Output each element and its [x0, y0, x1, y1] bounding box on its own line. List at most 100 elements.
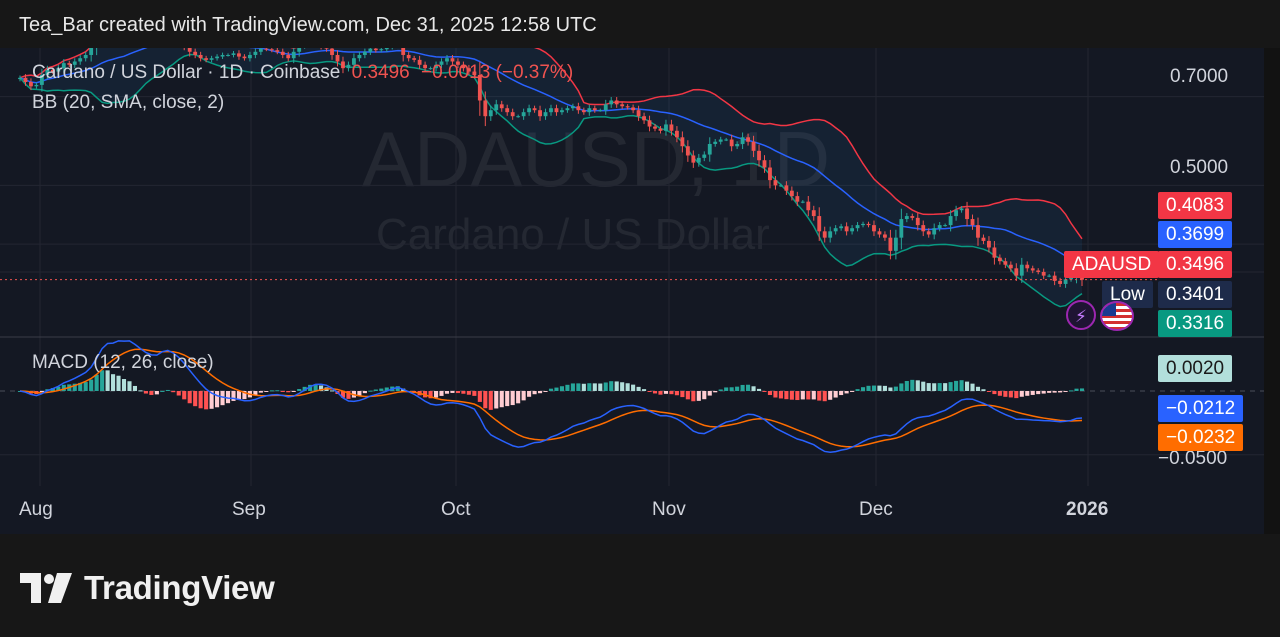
candle-body — [674, 130, 679, 138]
macd-histogram-bar — [844, 390, 849, 394]
candle-body — [220, 54, 225, 57]
macd-histogram-bar — [800, 390, 805, 400]
candle-body — [954, 210, 959, 217]
macd-histogram-bar — [149, 390, 154, 395]
macd-histogram-bar — [1019, 390, 1024, 397]
candle-body — [647, 120, 652, 127]
candle-body — [976, 225, 980, 238]
candle-body — [800, 201, 805, 203]
candle-body — [587, 108, 592, 113]
last-price-legend: 0.3496 — [351, 62, 410, 83]
candle-body — [67, 63, 72, 65]
candle-body — [248, 54, 252, 59]
macd-histogram-bar — [789, 390, 794, 400]
macd-histogram-bar — [587, 383, 592, 391]
candle-body — [844, 226, 849, 232]
macd-histogram-bar — [1047, 390, 1052, 393]
candle-body — [357, 54, 362, 59]
candle-body — [56, 68, 61, 72]
macd-histogram-bar — [302, 386, 307, 391]
macd-histogram-bar — [822, 390, 827, 402]
candle-body — [642, 116, 646, 121]
candle-body — [565, 108, 570, 111]
candle-body — [581, 110, 586, 113]
macd-histogram-bar — [220, 390, 225, 406]
macd-histogram-bar — [187, 390, 192, 404]
macd-histogram-bar — [631, 384, 636, 391]
macd-histogram-bar — [707, 390, 712, 396]
macd-histogram-bar — [340, 390, 346, 398]
macd-histogram-bar — [937, 383, 942, 391]
flash-icon[interactable]: ⚡ — [1066, 300, 1096, 330]
macd-histogram-bar — [1025, 390, 1030, 396]
candle-body — [1014, 268, 1019, 276]
candle-body — [696, 157, 701, 163]
candle-body — [527, 108, 532, 113]
macd-histogram-bar — [105, 370, 110, 391]
macd-line — [19, 340, 1083, 453]
macd-histogram-bar — [751, 386, 756, 391]
macd-histogram-bar — [680, 390, 685, 398]
macd-histogram-bar — [466, 390, 471, 395]
candle-body — [811, 210, 816, 217]
candle-body — [488, 110, 493, 117]
candle-body — [209, 58, 214, 60]
bb-legend[interactable]: BB (20, SMA, close, 2) — [32, 92, 225, 113]
macd-histogram-bar — [39, 390, 44, 392]
candle-body — [866, 223, 871, 226]
macd-histogram-bar — [1058, 390, 1063, 393]
us-flag-icon[interactable] — [1100, 301, 1134, 331]
candle-body — [368, 48, 373, 52]
candle-body — [1052, 275, 1057, 281]
chart-area[interactable] — [0, 48, 1264, 534]
macd-histogram-bar — [143, 390, 148, 394]
candle-body — [237, 53, 241, 57]
macd-histogram-bar — [532, 390, 537, 395]
macd-histogram-bar — [488, 390, 493, 410]
candle-body — [861, 223, 865, 226]
macd-histogram-bar — [663, 390, 669, 394]
candle-body — [373, 48, 378, 51]
candle-body — [18, 77, 22, 80]
candle-body — [740, 137, 745, 144]
candle-body — [768, 167, 772, 181]
macd-histogram-bar — [61, 384, 66, 391]
macd-histogram-bar — [428, 390, 433, 399]
brand[interactable]: TradingView — [20, 569, 275, 607]
symbol-title: Cardano / US Dollar · 1D · Coinbase — [32, 62, 341, 83]
symbol-legend[interactable]: Cardano / US Dollar · 1D · Coinbase 0.34… — [32, 62, 573, 84]
candle-body — [855, 225, 860, 229]
candle-body — [549, 108, 553, 113]
candle-body — [828, 231, 833, 238]
macd-histogram-bar — [1030, 390, 1035, 395]
candle-body — [275, 50, 280, 52]
macd-histogram-bar — [1014, 390, 1019, 399]
candle-body — [560, 110, 564, 113]
candle-body — [521, 112, 526, 117]
candle-body — [987, 240, 991, 248]
candle-body — [915, 217, 920, 226]
macd-histogram-bar — [866, 385, 871, 391]
candle-body — [872, 225, 876, 232]
macd-histogram-bar — [1003, 390, 1008, 397]
candle-body — [664, 124, 668, 131]
macd-histogram-bar — [83, 382, 88, 391]
candle-body — [253, 51, 258, 55]
macd-histogram-bar — [308, 384, 313, 391]
candle-body — [554, 108, 559, 113]
candle-body — [1019, 264, 1024, 276]
macd-histogram-bar — [329, 390, 335, 392]
bb-fill — [20, 48, 1082, 307]
macd-histogram-bar — [603, 382, 608, 391]
macd-histogram-bar — [362, 390, 367, 394]
candle-body — [702, 154, 707, 158]
macd-histogram-bar — [483, 390, 488, 409]
macd-histogram-bar — [614, 381, 619, 391]
macd-histogram-bar — [346, 390, 351, 399]
macd-legend[interactable]: MACD (12, 26, close) — [32, 352, 214, 373]
candle-body — [751, 141, 756, 151]
candle-body — [707, 143, 712, 155]
price-axis-label: 0.7000 — [1170, 66, 1229, 87]
brand-name: TradingView — [84, 569, 275, 606]
macd-histogram-bar — [225, 390, 231, 404]
